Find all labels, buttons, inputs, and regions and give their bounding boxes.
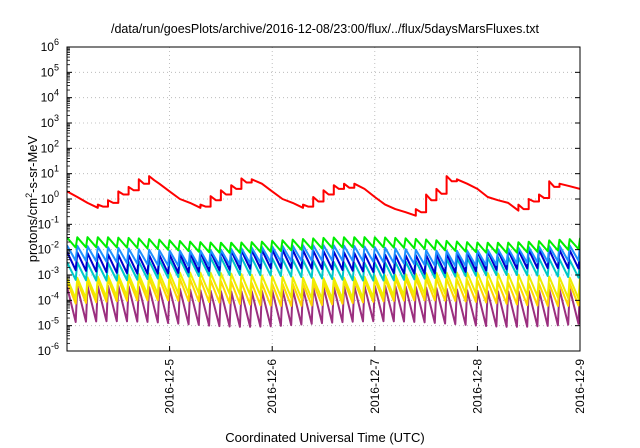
x-tick-label: 2016-12-8 [470, 359, 484, 414]
series-line [67, 284, 580, 328]
y-tick-label: 10-3 [38, 265, 59, 282]
y-tick-label: 100 [41, 189, 59, 206]
y-tick-label: 10-6 [38, 341, 59, 358]
y-tick-label: 10-5 [38, 316, 59, 333]
series-line [67, 244, 580, 268]
x-tick-label: 2016-12-9 [573, 359, 587, 414]
y-axis-title-sup: 2 [24, 193, 34, 198]
y-tick-label: 101 [41, 164, 59, 181]
y-tick-label: 10-2 [38, 240, 59, 257]
y-tick-label: 102 [41, 138, 59, 155]
series-group [67, 175, 580, 328]
series-line [67, 271, 580, 300]
chart-title: /data/run/goesPlots/archive/2016-12-08/2… [111, 22, 540, 36]
y-axis: 10-6 10-5 10-4 10-3 10-2 10-1 100 101 102 103 104 1… [38, 37, 580, 358]
y-axis-title: protons/cm2-s-sr-MeV [24, 135, 40, 262]
y-axis-title-base: protons/cm [25, 198, 40, 262]
y-tick-label: 105 [41, 62, 59, 79]
y-tick-label: 10-4 [38, 290, 59, 307]
y-tick-label: 104 [41, 88, 59, 105]
series-line [67, 248, 580, 275]
series-line [67, 277, 580, 307]
x-tick-label: 2016-12-7 [368, 359, 382, 414]
y-tick-label: 106 [41, 37, 59, 54]
series-line [67, 256, 580, 282]
y-tick-label: 103 [41, 113, 59, 130]
series-line [67, 175, 580, 217]
y-tick-label: 10-1 [38, 214, 59, 231]
x-axis: 2016-12-5 2016-12-6 2016-12-7 2016-12-8 2016… [163, 346, 587, 414]
series-line [67, 236, 580, 254]
x-tick-label: 2016-12-6 [265, 359, 279, 414]
x-tick-label: 2016-12-5 [163, 359, 177, 414]
x-axis-title: Coordinated Universal Time (UTC) [225, 430, 424, 445]
y-axis-title-rest: -s-sr-MeV [25, 135, 40, 192]
